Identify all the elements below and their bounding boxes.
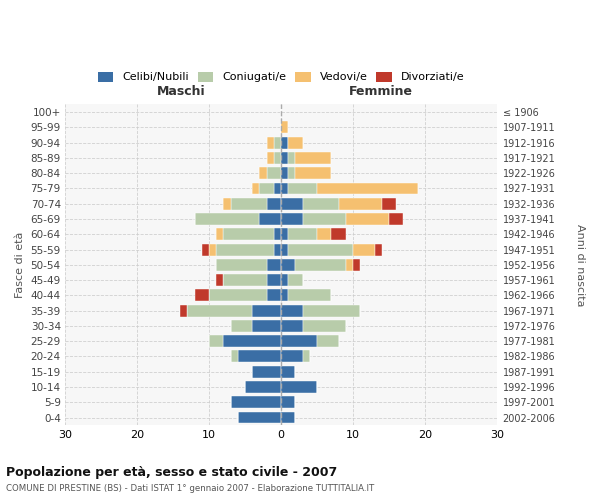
Bar [266,290,281,302]
Bar [180,304,187,316]
Bar [281,259,295,271]
Bar [288,152,295,164]
Bar [295,259,346,271]
Bar [209,244,216,256]
Bar [281,152,288,164]
Bar [281,136,288,148]
Bar [302,350,310,362]
Bar [353,259,360,271]
Bar [274,244,281,256]
Text: COMUNE DI PRESTINE (BS) - Dati ISTAT 1° gennaio 2007 - Elaborazione TUTTITALIA.I: COMUNE DI PRESTINE (BS) - Dati ISTAT 1° … [6,484,374,493]
Bar [187,304,252,316]
Bar [259,213,281,225]
Bar [281,198,302,209]
Bar [295,167,331,179]
Bar [281,290,288,302]
Bar [281,412,295,424]
Y-axis label: Anni di nascita: Anni di nascita [575,224,585,306]
Bar [245,381,281,393]
Bar [259,182,274,194]
Bar [274,152,281,164]
Bar [281,228,288,240]
Bar [302,213,346,225]
Bar [216,274,223,286]
Bar [331,228,346,240]
Bar [238,412,281,424]
Bar [302,198,338,209]
Bar [281,350,302,362]
Bar [288,290,331,302]
Bar [238,350,281,362]
Text: Maschi: Maschi [157,85,206,98]
Bar [274,182,281,194]
Bar [281,122,288,134]
Bar [281,182,288,194]
Y-axis label: Fasce di età: Fasce di età [15,232,25,298]
Bar [288,182,317,194]
Bar [194,290,209,302]
Bar [317,182,418,194]
Bar [252,320,281,332]
Bar [223,198,230,209]
Bar [223,274,266,286]
Bar [252,366,281,378]
Bar [266,167,281,179]
Bar [281,304,302,316]
Bar [382,198,396,209]
Bar [317,335,338,347]
Bar [216,228,223,240]
Bar [266,198,281,209]
Bar [230,350,238,362]
Bar [346,213,389,225]
Bar [288,167,295,179]
Legend: Celibi/Nubili, Coniugati/e, Vedovi/e, Divorziati/e: Celibi/Nubili, Coniugati/e, Vedovi/e, Di… [94,68,467,86]
Bar [302,304,360,316]
Bar [259,167,266,179]
Bar [281,335,317,347]
Bar [216,259,266,271]
Bar [230,198,266,209]
Bar [266,274,281,286]
Bar [389,213,403,225]
Bar [288,228,317,240]
Bar [281,213,302,225]
Bar [223,228,274,240]
Bar [281,396,295,408]
Bar [374,244,382,256]
Bar [317,228,331,240]
Bar [223,335,281,347]
Bar [209,290,266,302]
Text: Femmine: Femmine [349,85,412,98]
Bar [288,136,302,148]
Bar [209,335,223,347]
Bar [295,152,331,164]
Text: Popolazione per età, sesso e stato civile - 2007: Popolazione per età, sesso e stato civil… [6,466,337,479]
Bar [252,304,281,316]
Bar [216,244,274,256]
Bar [281,381,317,393]
Bar [230,320,252,332]
Bar [274,136,281,148]
Bar [230,396,281,408]
Bar [281,167,288,179]
Bar [281,320,302,332]
Bar [252,182,259,194]
Bar [202,244,209,256]
Bar [274,228,281,240]
Bar [194,213,259,225]
Bar [288,274,302,286]
Bar [346,259,353,271]
Bar [338,198,382,209]
Bar [302,320,346,332]
Bar [266,259,281,271]
Bar [281,366,295,378]
Bar [281,274,288,286]
Bar [288,244,353,256]
Bar [266,152,274,164]
Bar [281,244,288,256]
Bar [353,244,374,256]
Bar [266,136,274,148]
